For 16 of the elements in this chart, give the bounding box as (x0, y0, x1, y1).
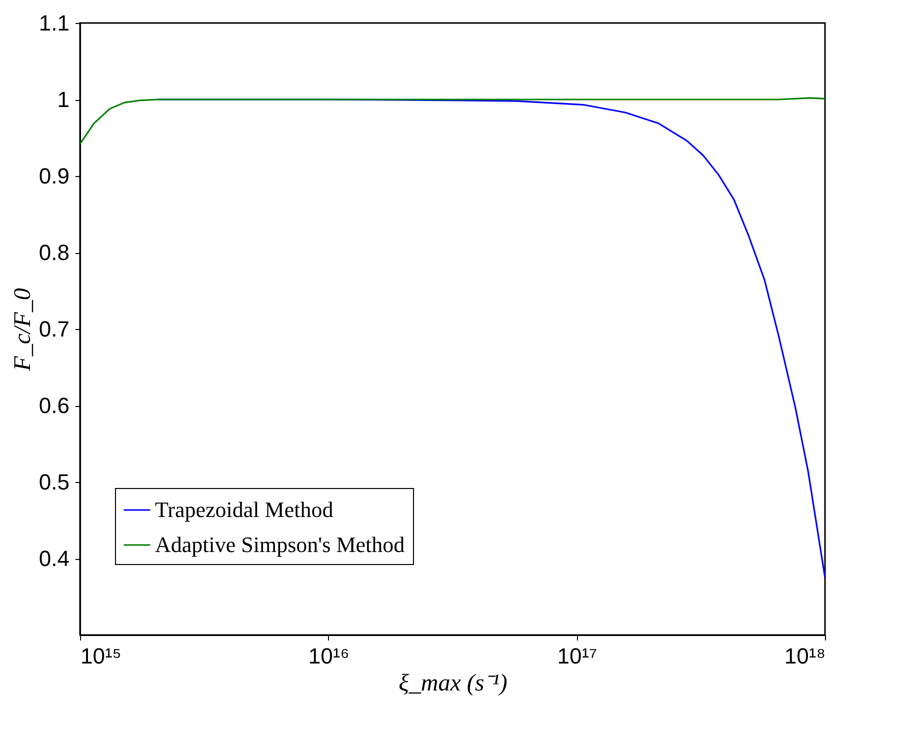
x-tick-label: 10¹⁷ (557, 644, 598, 668)
y-axis-title: F_c/F_0 (10, 288, 36, 372)
y-tick-label: 0.9 (38, 164, 70, 188)
legend-label: Trapezoidal Method (155, 497, 334, 522)
y-tick-label: 0.8 (38, 240, 70, 265)
y-tick-label: 0.7 (38, 316, 70, 342)
y-tick-label: 0.6 (38, 393, 70, 418)
y-tick-label: 1 (57, 87, 70, 112)
x-tick-label: 10¹⁶ (308, 644, 350, 668)
legend-label: Adaptive Simpson's Method (155, 532, 405, 557)
y-tick-label: 1.1 (38, 10, 70, 36)
y-tick-label: 0.5 (38, 470, 70, 494)
y-tick-label: 0.4 (38, 546, 70, 571)
x-tick-label: 10¹⁸ (784, 644, 826, 668)
x-axis-title: ξ_max (s⁻¹) (398, 670, 508, 696)
x-tick-label: 10¹⁵ (80, 644, 122, 668)
